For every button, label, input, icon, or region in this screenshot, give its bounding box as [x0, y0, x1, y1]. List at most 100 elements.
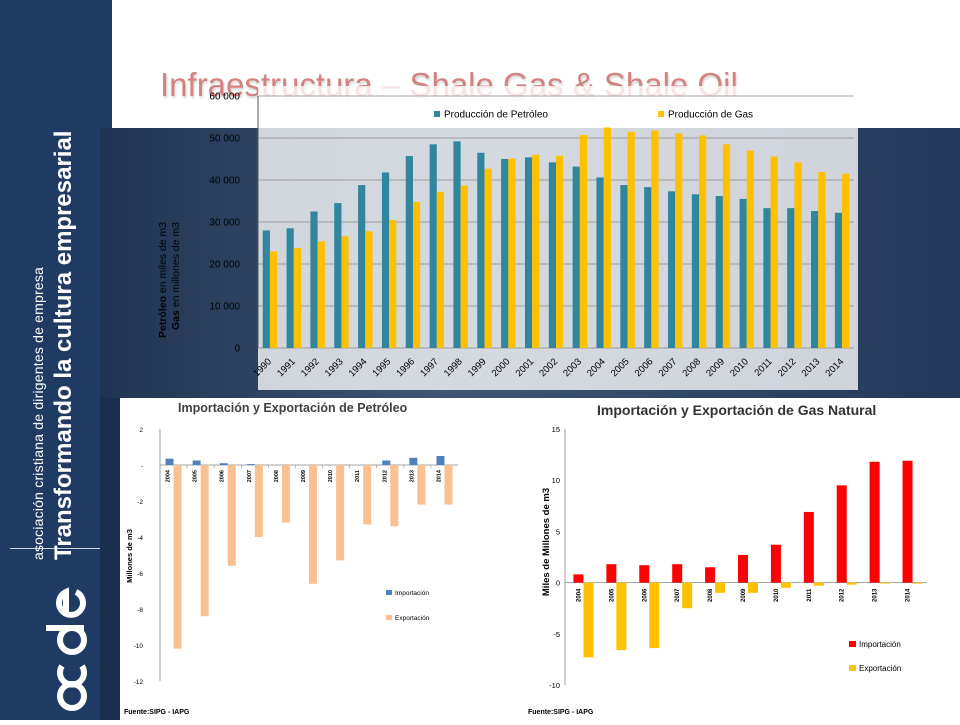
x-tick-label: 2005	[609, 588, 615, 602]
bar-exportacion	[363, 465, 372, 525]
legend-swatch	[386, 590, 392, 595]
bar-importacion	[639, 565, 650, 583]
x-tick-label: 2006	[642, 588, 648, 602]
background-photo-strip	[100, 398, 120, 720]
y-axis-title-text: en miles de m3	[157, 222, 169, 296]
bar-exportacion	[444, 465, 453, 505]
bar-exportacion	[227, 465, 236, 566]
y-axis-title-line2: Gas en millones de m3	[170, 222, 182, 330]
bar-gas	[436, 191, 444, 348]
source-note: Fuente:SIPG - IAPG	[528, 709, 594, 716]
bar-gas	[842, 173, 850, 348]
x-tick-label: 2012	[840, 588, 846, 602]
y-tick-label: -10	[549, 681, 560, 690]
legend-label: Exportación	[859, 664, 901, 673]
bar-petroleo	[596, 177, 604, 348]
y-tick-label: 15	[552, 425, 560, 434]
legend-label: Producción de Gas	[668, 110, 753, 121]
bar-exportacion	[715, 582, 726, 593]
bar-gas	[675, 133, 683, 348]
bar-importacion	[836, 485, 847, 583]
bar-petroleo	[548, 162, 556, 348]
sidebar: asociación cristiana de dirigentes de em…	[0, 0, 112, 720]
y-tick-label: -	[141, 463, 143, 470]
bar-importacion	[165, 458, 174, 465]
bar-importacion	[770, 544, 781, 583]
bar-petroleo	[453, 141, 461, 348]
bar-exportacion	[336, 465, 345, 561]
bar-gas	[365, 231, 373, 348]
bar-exportacion	[748, 582, 758, 593]
y-tick-label: -6	[137, 571, 143, 578]
y-tick-label: 2	[139, 427, 143, 434]
x-tick-label: 2009	[741, 588, 747, 602]
y-tick-label: -2	[137, 499, 143, 506]
y-tick-label: 10	[552, 476, 560, 485]
bar-gas	[627, 131, 635, 348]
x-tick-label: 2010	[774, 588, 780, 602]
chart-title: Importación y Exportación de Petróleo	[178, 401, 408, 415]
bar-importacion	[738, 554, 748, 583]
gas-trade-chart-panel: Importación y Exportación de Gas Natural…	[515, 398, 960, 720]
bar-petroleo	[739, 198, 747, 348]
bar-exportacion	[173, 465, 182, 649]
bar-petroleo	[668, 191, 676, 348]
bar-gas	[651, 130, 659, 348]
sidebar-tagline: Transformando la cultura empresarial	[50, 130, 77, 560]
legend-label: Producción de Petróleo	[444, 110, 548, 121]
bar-petroleo	[358, 185, 366, 348]
petroleum-trade-chart: Importación y Exportación de Petróleo 2 - -…	[125, 401, 458, 686]
y-tick-label: 5	[556, 527, 560, 536]
y-tick-label: -8	[137, 607, 143, 614]
y-tick-label: -10	[134, 643, 144, 650]
bar-petroleo	[429, 144, 437, 348]
bar-importacion	[869, 461, 880, 583]
bar-importacion	[219, 463, 228, 465]
y-axis-title: Miles de Millones de m3	[541, 488, 552, 596]
bar-importacion	[192, 460, 201, 465]
bar-gas	[460, 185, 468, 348]
y-tick-label: -5	[553, 630, 560, 639]
bar-exportacion	[879, 582, 890, 584]
bar-petroleo	[572, 166, 580, 348]
bar-exportacion	[649, 582, 660, 649]
bar-gas	[389, 219, 397, 348]
x-tick-label: 2008	[708, 588, 714, 602]
bar-petroleo	[787, 208, 795, 348]
bar-importacion	[246, 464, 255, 465]
x-tick-label: 2011	[355, 470, 361, 482]
bar-petroleo	[620, 185, 628, 348]
bar-exportacion	[309, 465, 317, 584]
bar-gas	[412, 201, 421, 348]
bar-exportacion	[780, 582, 791, 588]
legend-swatch	[849, 665, 856, 671]
bar-exportacion	[682, 582, 693, 609]
sidebar-org-name: asociación cristiana de dirigentes de em…	[30, 266, 46, 560]
bar-exportacion	[583, 582, 594, 658]
bar-gas	[317, 241, 325, 348]
bar-gas	[269, 251, 278, 348]
bar-petroleo	[310, 211, 318, 348]
y-tick-label: -12	[134, 679, 144, 686]
bar-exportacion	[616, 582, 627, 651]
bar-exportacion	[200, 465, 209, 617]
y-tick-label: 0	[234, 344, 240, 355]
y-tick-label: -4	[137, 535, 143, 542]
x-tick-label: 2011	[807, 588, 813, 602]
bar-petroleo	[644, 187, 652, 348]
x-tick-label: 2004	[166, 469, 172, 482]
bar-petroleo	[405, 156, 413, 348]
y-tick-label: 20 000	[209, 260, 240, 271]
bar-petroleo	[334, 203, 342, 348]
bar-petroleo	[501, 159, 509, 348]
bar-gas	[341, 236, 349, 348]
sidebar-divider	[10, 548, 102, 549]
legend-label: Importación	[395, 590, 429, 597]
y-axis-title-text: en millones de m3	[170, 222, 182, 310]
bar-petroleo	[524, 157, 533, 348]
y-axis-title-line1: Petróleo en miles de m3	[157, 222, 169, 338]
bar-gas	[746, 150, 754, 348]
bar-exportacion	[813, 582, 824, 586]
production-chart-panel: 0 10 000 20 000 30 000 40 000 50 000 60 000 199…	[152, 86, 860, 390]
x-tick-label: 2014	[906, 588, 912, 602]
